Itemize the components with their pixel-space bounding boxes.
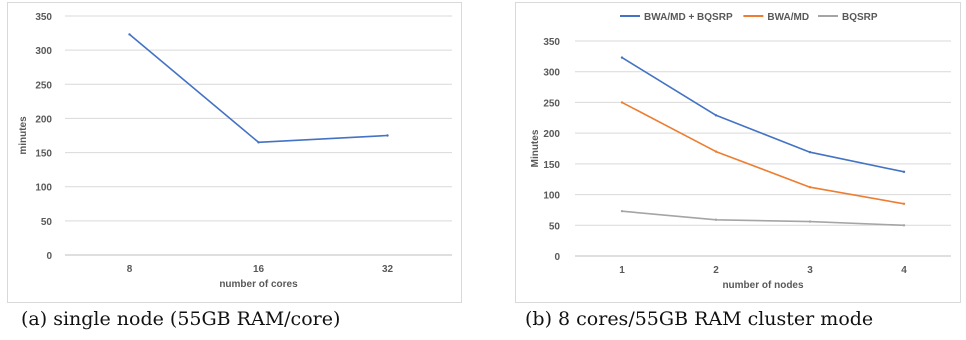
y-tick-label: 350: [543, 37, 560, 48]
data-point: [714, 150, 718, 153]
chart-b-svg: 0 50 100 150 200 250 300 350 1 2 3 4 number of nodes…: [530, 12, 951, 291]
caption-b: (b) 8 cores/55GB RAM cluster mode: [525, 308, 874, 330]
y-axis-title: Minutes: [530, 129, 541, 167]
data-point: [128, 33, 131, 36]
x-tick-label: 32: [382, 264, 394, 275]
y-tick-label: 150: [543, 160, 560, 171]
y-tick-label: 200: [35, 114, 52, 125]
legend-label: BWA/MD: [767, 12, 809, 23]
chart-panel-b: 0 50 100 150 200 250 300 350 1 2 3 4 number of nodes…: [515, 2, 961, 303]
data-point: [620, 209, 624, 213]
data-point: [902, 170, 906, 174]
x-axis-title: number of cores: [219, 279, 298, 290]
data-point: [714, 114, 718, 117]
y-tick-label: 50: [549, 221, 561, 232]
caption-a: (a) single node (55GB RAM/core): [21, 308, 341, 330]
y-tick-label: 200: [543, 129, 560, 140]
data-point: [808, 220, 812, 223]
series-line: [621, 210, 905, 227]
x-tick-label: 3: [807, 265, 813, 276]
chart-panel-a: 0 50 100 150 200 250 300 350 8 16 32 number of core…: [7, 2, 462, 303]
x-tick-label: 8: [127, 264, 133, 275]
y-tick-label: 50: [41, 217, 53, 228]
chart-a-svg: 0 50 100 150 200 250 300 350 8 16 32 number of core…: [18, 12, 452, 290]
legend-label: BWA/MD + BQSRP: [644, 12, 733, 23]
y-tick-label: 250: [35, 80, 52, 91]
legend-label: BQSRP: [842, 12, 878, 23]
y-tick-label: 300: [543, 68, 560, 79]
x-tick-label: 2: [713, 265, 719, 276]
data-point: [902, 202, 906, 205]
y-tick-label: 0: [46, 251, 52, 262]
series-line: [621, 101, 905, 205]
data-point: [386, 134, 389, 137]
series-line: [621, 56, 905, 173]
data-point: [808, 186, 812, 189]
x-tick-label: 1: [619, 265, 625, 276]
data-point: [808, 150, 812, 154]
data-point: [257, 141, 260, 144]
y-tick-label: 300: [35, 46, 52, 57]
x-tick-label: 4: [901, 265, 907, 276]
x-tick-label: 16: [253, 264, 265, 275]
y-tick-label: 150: [35, 149, 52, 160]
x-axis-title: number of nodes: [722, 280, 804, 291]
y-tick-label: 0: [554, 252, 560, 263]
y-tick-label: 350: [35, 12, 52, 23]
y-tick-label: 100: [543, 191, 560, 202]
data-point: [902, 224, 906, 227]
y-axis-title: minutes: [18, 116, 29, 155]
y-tick-label: 100: [35, 183, 52, 194]
data-point: [714, 218, 718, 221]
data-point: [620, 56, 624, 59]
y-tick-label: 250: [543, 98, 560, 109]
data-point: [620, 101, 624, 104]
